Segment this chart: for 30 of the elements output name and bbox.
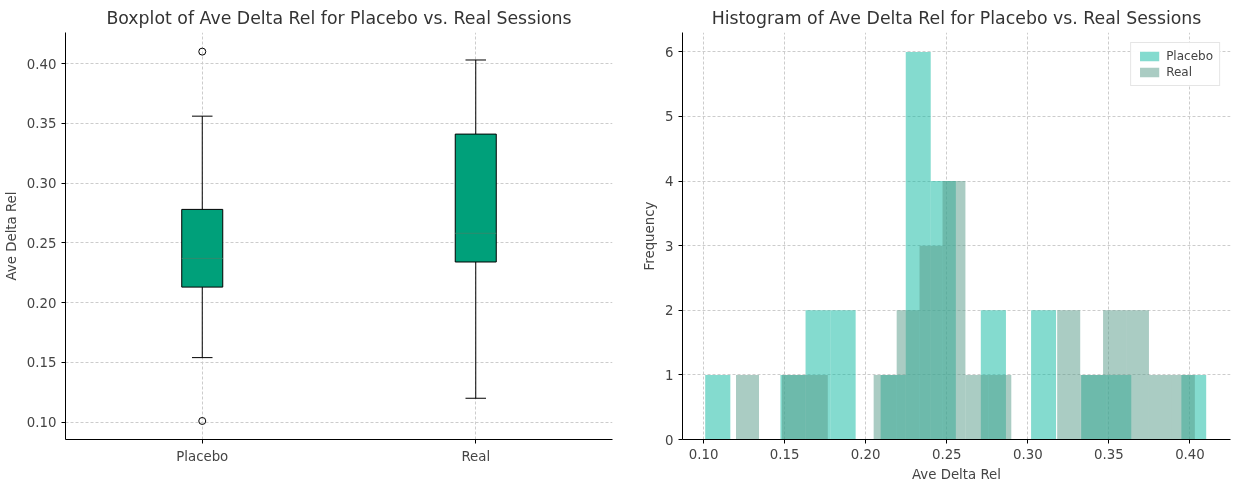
y-tick-label: 0.40 <box>26 56 57 72</box>
x-tick-label: 0.15 <box>769 446 800 462</box>
y-tick-label: 0.30 <box>26 176 57 192</box>
y-tick-label: 0.25 <box>26 235 57 251</box>
x-tick-label: 0.20 <box>850 446 881 462</box>
y-tick-label: 6 <box>665 44 674 60</box>
x-axis-title: Ave Delta Rel <box>911 466 1002 482</box>
y-tick-label: 0.15 <box>26 355 57 371</box>
x-tick-label: 0.30 <box>1013 446 1043 462</box>
chart-title: Histogram of Ave Delta Rel for Placebo vs. Real Sessions <box>711 7 1202 28</box>
y-tick-label: 3 <box>665 238 674 254</box>
x-tick-label: Real <box>461 448 491 464</box>
y-tick-label: 0.35 <box>26 116 57 132</box>
x-tick-label: 0.40 <box>1175 446 1205 462</box>
y-tick-label: 0.20 <box>26 295 57 311</box>
x-tick-label: 0.25 <box>931 446 962 462</box>
y-axis-title: Frequency <box>642 201 658 271</box>
legend-label: Real <box>1166 65 1192 79</box>
x-tick-label: 0.10 <box>688 446 719 462</box>
y-tick-label: 0 <box>665 432 674 448</box>
y-tick-label: 2 <box>665 303 674 319</box>
y-tick-label: 4 <box>665 174 674 190</box>
y-axis-title: Ave Delta Rel <box>3 191 19 281</box>
y-tick-label: 1 <box>665 367 674 383</box>
chart-title: Boxplot of Ave Delta Rel for Placebo vs. Real Sessions <box>106 7 572 28</box>
x-tick-label: 0.35 <box>1094 446 1124 462</box>
y-tick-label: 0.10 <box>26 415 57 431</box>
legend-label: Placebo <box>1166 49 1213 63</box>
x-tick-label: Placebo <box>176 448 229 464</box>
y-tick-label: 5 <box>665 109 674 125</box>
